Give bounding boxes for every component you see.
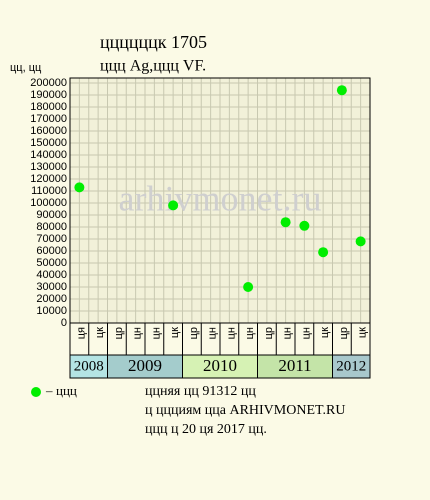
chart-subtitle: ццц Ag,ццц VF. [100,58,206,75]
y-tick-label: 120000 [30,173,67,185]
x-tick-label: цн [150,327,162,339]
x-tick-label: цн [300,327,312,339]
y-tick-label: 10000 [36,305,67,317]
note: ццняя цц 91312 цц [145,384,256,399]
x-tick-label: цк [357,327,369,338]
y-axis-label: цц, цц [10,62,42,74]
x-tick-label: ця [75,327,87,339]
legend-dash: – [45,383,53,398]
chart-title: ццццццк 1705 [100,32,207,52]
year-label: 2010 [203,356,237,375]
y-tick-label: 0 [61,317,67,329]
y-tick-label: 170000 [30,113,67,125]
data-point [336,85,347,96]
x-tick-label: цн [225,327,237,339]
y-tick-label: 100000 [30,197,67,209]
year-label: 2008 [74,358,104,374]
x-tick-label: цк [319,327,331,338]
watermark: arhivmonet.ru [119,178,322,218]
y-tick-label: 90000 [36,209,67,221]
x-tick-label: цр [263,327,275,339]
x-tick-label: цк [94,327,106,338]
y-tick-label: 190000 [30,89,67,101]
data-point [280,217,291,228]
year-label: 2011 [278,356,311,375]
y-tick-label: 140000 [30,149,67,161]
y-tick-label: 180000 [30,101,67,113]
x-tick-label: цр [113,327,125,339]
x-tick-label: цн [282,327,294,339]
data-point [74,182,85,193]
x-tick-label: цр [338,327,350,339]
y-tick-label: 160000 [30,125,67,137]
year-band [332,354,371,379]
x-tick-label: цн [132,327,144,339]
year-label: 2009 [128,356,162,375]
y-tick-label: 200000 [30,77,67,89]
y-tick-label: 40000 [36,269,67,281]
data-point [318,247,329,258]
legend-label: ццц [56,383,77,398]
y-tick-label: 70000 [36,233,67,245]
y-tick-label: 150000 [30,137,67,149]
y-tick-label: 20000 [36,293,67,305]
x-tick-label: цн [207,327,219,339]
data-point [355,236,366,247]
legend-marker [31,387,41,397]
y-tick-label: 30000 [36,281,67,293]
y-tick-label: 60000 [36,245,67,257]
x-tick-label: цр [188,327,200,339]
y-tick-label: 80000 [36,221,67,233]
y-tick-label: 130000 [30,161,67,173]
x-tick-label: цк [169,327,181,338]
data-point [299,220,310,231]
y-tick-label: 50000 [36,257,67,269]
x-tick-label: цн [244,327,256,339]
data-point [168,200,179,211]
note: ц ццциям цца ARHIVMONET.RU [145,403,345,418]
data-point [243,282,254,292]
note: ццц ц 20 ця 2017 цц. [145,422,267,437]
y-tick-label: 110000 [31,185,67,197]
year-label: 2012 [336,358,366,374]
